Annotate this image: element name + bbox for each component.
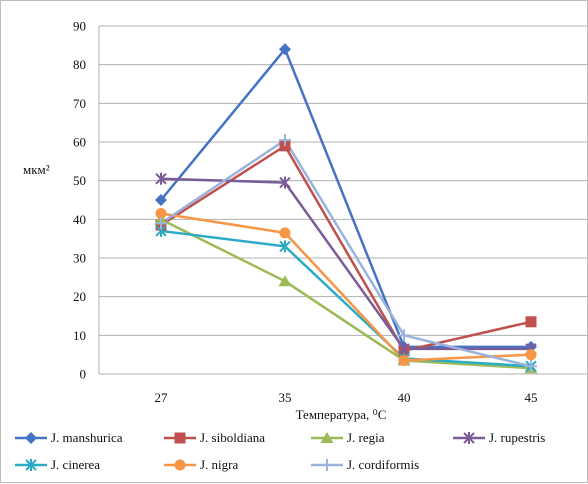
- y-tick-label: 60: [73, 135, 86, 150]
- data-point: [155, 217, 167, 230]
- data-point: [279, 240, 291, 253]
- legend-item: J. regia: [311, 430, 385, 445]
- legend-item: J. cordiformis: [311, 457, 419, 472]
- legend-item: J. manshurica: [15, 430, 123, 445]
- y-tick-labels: 0 10 20 30 40 50 60 70 80 90: [73, 19, 86, 382]
- legend-label: J. cinerea: [51, 457, 100, 472]
- legend-swatch-marker: [463, 432, 475, 444]
- series-line: [160, 47, 531, 349]
- y-tick-label: 80: [73, 57, 86, 72]
- legend-label: J. siboldiana: [200, 430, 265, 445]
- y-tick-label: 40: [73, 212, 86, 227]
- legend-swatch-marker: [25, 459, 37, 471]
- x-tick-label: 27: [155, 390, 169, 405]
- series-line: [160, 144, 532, 353]
- data-point: [155, 208, 167, 220]
- data-point: [155, 172, 167, 185]
- x-tick-label: 45: [525, 390, 538, 405]
- y-tick-label: 30: [73, 251, 86, 266]
- x-axis-title: Температура, ⁰C: [296, 407, 387, 422]
- legend-item: J. nigra: [164, 457, 239, 472]
- data-point: [525, 360, 537, 373]
- y-tick-label: 50: [73, 173, 86, 188]
- y-tick-label: 70: [73, 96, 86, 111]
- series-line: [160, 229, 532, 368]
- y-tick-label: 90: [73, 19, 86, 34]
- legend-item: J. rupestris: [453, 430, 545, 445]
- x-tick-label: 40: [398, 390, 411, 405]
- legend-swatch-marker: [25, 432, 37, 444]
- data-point: [278, 275, 292, 287]
- data-point: [155, 194, 167, 206]
- data-point: [279, 134, 291, 147]
- legend-item: J. siboldiana: [164, 430, 265, 445]
- data-point: [279, 176, 291, 189]
- data-point: [279, 43, 291, 56]
- series-line: [160, 218, 532, 370]
- legend-label: J. regia: [347, 430, 385, 445]
- legend-swatch-marker: [320, 432, 334, 443]
- series-lines: [160, 47, 532, 370]
- data-point: [398, 329, 410, 342]
- data-point: [398, 354, 410, 366]
- legend-label: J. manshurica: [51, 430, 123, 445]
- data-point: [525, 349, 537, 361]
- legend: J. manshurica J. siboldiana J. regia J. rup…: [15, 430, 545, 472]
- x-tick-label: 35: [279, 390, 292, 405]
- y-tick-label: 0: [80, 367, 87, 382]
- data-point: [279, 227, 291, 239]
- legend-label: J. cordiformis: [347, 457, 419, 472]
- series-line: [160, 212, 532, 362]
- gridlines: [98, 25, 588, 375]
- legend-swatch-marker: [321, 459, 333, 471]
- legend-item: J. cinerea: [15, 457, 100, 472]
- series-line: [160, 138, 532, 368]
- data-point: [525, 316, 537, 328]
- x-tick-labels: 27 35 40 45: [155, 390, 538, 405]
- y-tick-label: 10: [73, 328, 86, 343]
- y-tick-label: 20: [73, 289, 86, 304]
- y-axis-title: мкм²: [23, 162, 50, 177]
- series-markers: [154, 43, 538, 374]
- legend-swatch-marker: [174, 432, 186, 444]
- legend-label: J. rupestris: [489, 430, 545, 445]
- legend-label: J. nigra: [200, 457, 239, 472]
- legend-swatch-marker: [174, 459, 186, 471]
